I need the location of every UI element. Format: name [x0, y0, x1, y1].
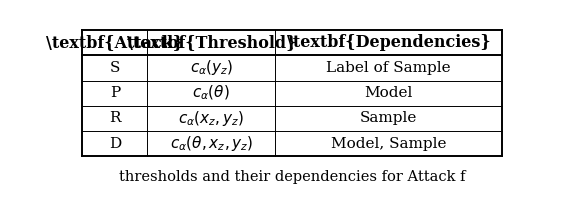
Text: \textbf{Attack}: \textbf{Attack} — [46, 34, 184, 51]
Text: $c_{\alpha}(y_z)$: $c_{\alpha}(y_z)$ — [190, 58, 233, 77]
Text: P: P — [109, 86, 120, 100]
Text: \textbf{Dependencies}: \textbf{Dependencies} — [287, 34, 490, 51]
Text: \textbf{Threshold}: \textbf{Threshold} — [127, 34, 296, 51]
Text: $c_{\alpha}(x_z, y_z)$: $c_{\alpha}(x_z, y_z)$ — [178, 109, 245, 128]
Text: $c_{\alpha}(\theta)$: $c_{\alpha}(\theta)$ — [193, 84, 230, 102]
Text: S: S — [109, 61, 120, 75]
Text: Label of Sample: Label of Sample — [327, 61, 451, 75]
Text: D: D — [109, 136, 121, 151]
Text: $c_{\alpha}(\theta, x_z, y_z)$: $c_{\alpha}(\theta, x_z, y_z)$ — [170, 134, 253, 153]
Text: Model, Sample: Model, Sample — [331, 136, 446, 151]
Text: Model: Model — [364, 86, 413, 100]
Text: thresholds and their dependencies for Attack f: thresholds and their dependencies for At… — [119, 170, 465, 184]
Text: Sample: Sample — [360, 111, 417, 125]
Text: R: R — [109, 111, 121, 125]
